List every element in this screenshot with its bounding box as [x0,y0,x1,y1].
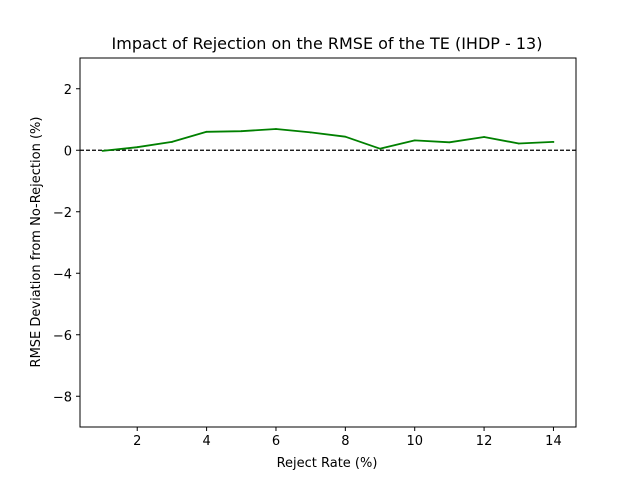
data-point [517,142,520,145]
x-tick-label: 12 [476,434,493,449]
data-point [344,135,347,138]
chart-title: Impact of Rejection on the RMSE of the T… [112,34,543,53]
y-axis-label: RMSE Deviation from No-Rejection (%) [29,117,44,368]
y-tick-label: −6 [53,329,72,344]
data-point [379,147,381,150]
data-point [136,146,139,149]
data-point [483,136,485,138]
data-point [413,139,416,142]
x-tick-label: 8 [341,434,349,449]
y-tick-label: −2 [53,206,72,221]
data-point [171,141,173,143]
x-tick-label: 4 [202,434,210,449]
data-point [240,130,243,133]
axes-frame [79,57,577,428]
y-tick-label: −8 [53,390,72,405]
data-point [101,149,104,152]
y-tick-label: 2 [64,83,72,98]
x-tick-label: 10 [406,434,423,449]
series-line [102,128,554,152]
data-point [275,128,277,130]
y-tick-label: −4 [53,267,72,282]
axis-ticks: 2 4 6 8 10 12 14 −8 −6 −4 −2 0 2 [53,83,562,449]
x-tick-label: 6 [272,434,280,449]
x-axis-label: Reject Rate (%) [277,456,378,471]
plot-area [80,128,576,152]
x-tick-label: 2 [133,434,141,449]
y-tick-label: 0 [64,144,72,159]
data-point [205,130,208,133]
data-point [448,141,451,144]
data-point [309,131,312,134]
data-point [552,141,555,143]
x-tick-label: 14 [545,434,562,449]
